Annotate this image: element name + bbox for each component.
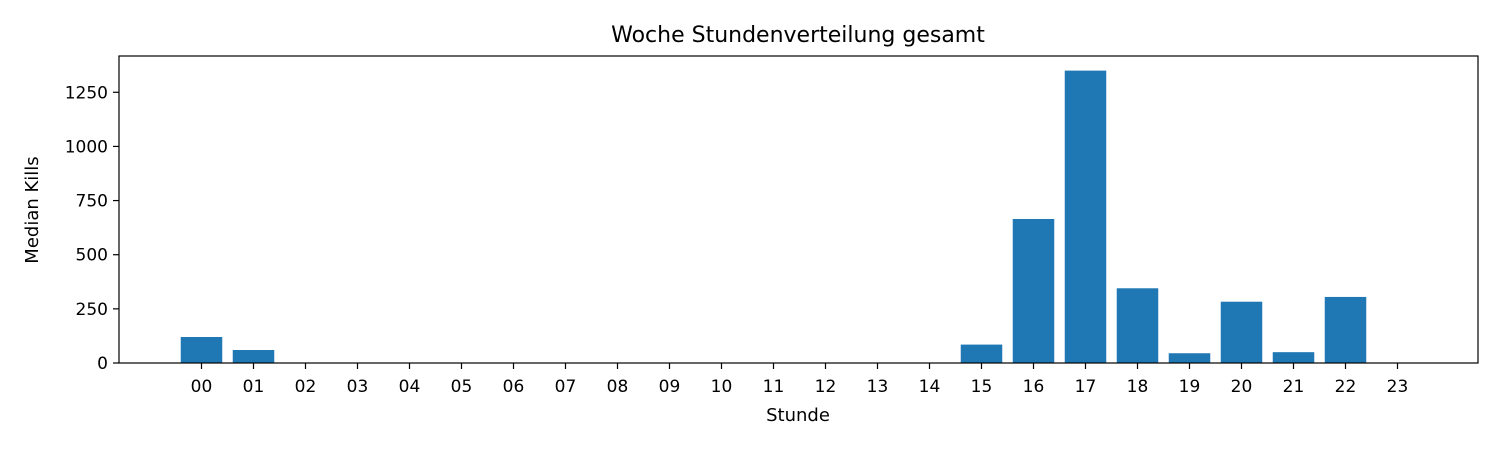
x-tick-label: 06 (503, 377, 525, 397)
bar-20 (1220, 301, 1263, 363)
y-tick-label: 1000 (65, 137, 108, 157)
x-tick-label: 14 (919, 377, 941, 397)
x-tick-label: 12 (815, 377, 837, 397)
x-tick-label: 03 (347, 377, 369, 397)
chart-title: Woche Stundenverteilung gesamt (611, 23, 985, 48)
x-tick-label: 04 (399, 377, 421, 397)
x-tick-label: 22 (1335, 377, 1357, 397)
x-tick-label: 21 (1283, 377, 1305, 397)
x-tick-label: 18 (1127, 377, 1149, 397)
x-tick-label: 08 (607, 377, 629, 397)
bar-16 (1012, 218, 1055, 363)
bar-22 (1324, 296, 1367, 363)
x-axis-ticks: 00 01 02 03 04 05 06 07 08 09 10 11 12 13 14 15 16 17 18 19… (191, 363, 1409, 397)
plot-frame (118, 55, 1479, 364)
bar-19 (1168, 353, 1211, 363)
x-tick-label: 23 (1387, 377, 1409, 397)
x-tick-label: 11 (763, 377, 785, 397)
y-tick-label: 1250 (65, 83, 108, 103)
x-tick-label: 07 (555, 377, 577, 397)
x-tick-label: 05 (451, 377, 473, 397)
x-tick-label: 01 (243, 377, 265, 397)
x-axis-label: Stunde (766, 405, 830, 426)
y-tick-label: 750 (76, 192, 108, 212)
bar-21 (1272, 352, 1315, 363)
bar-15 (960, 344, 1003, 363)
x-tick-label: 02 (295, 377, 317, 397)
bar-01 (232, 350, 275, 363)
x-tick-label: 20 (1231, 377, 1253, 397)
y-tick-label: 500 (76, 246, 108, 266)
x-tick-label: 15 (971, 377, 993, 397)
x-tick-label: 00 (191, 377, 213, 397)
y-tick-label: 0 (97, 354, 108, 374)
x-tick-label: 09 (659, 377, 681, 397)
x-tick-label: 13 (867, 377, 889, 397)
bars-group (180, 70, 1367, 364)
y-tick-label: 250 (76, 300, 108, 320)
y-axis-ticks: 0 250 500 750 1000 1250 (65, 83, 119, 374)
x-tick-label: 17 (1075, 377, 1097, 397)
x-tick-label: 19 (1179, 377, 1201, 397)
bar-17 (1064, 70, 1107, 364)
y-axis-label: Median Kills (22, 156, 43, 263)
x-tick-label: 16 (1023, 377, 1045, 397)
bar-18 (1116, 288, 1159, 363)
x-tick-label: 10 (711, 377, 733, 397)
bar-00 (180, 337, 223, 363)
